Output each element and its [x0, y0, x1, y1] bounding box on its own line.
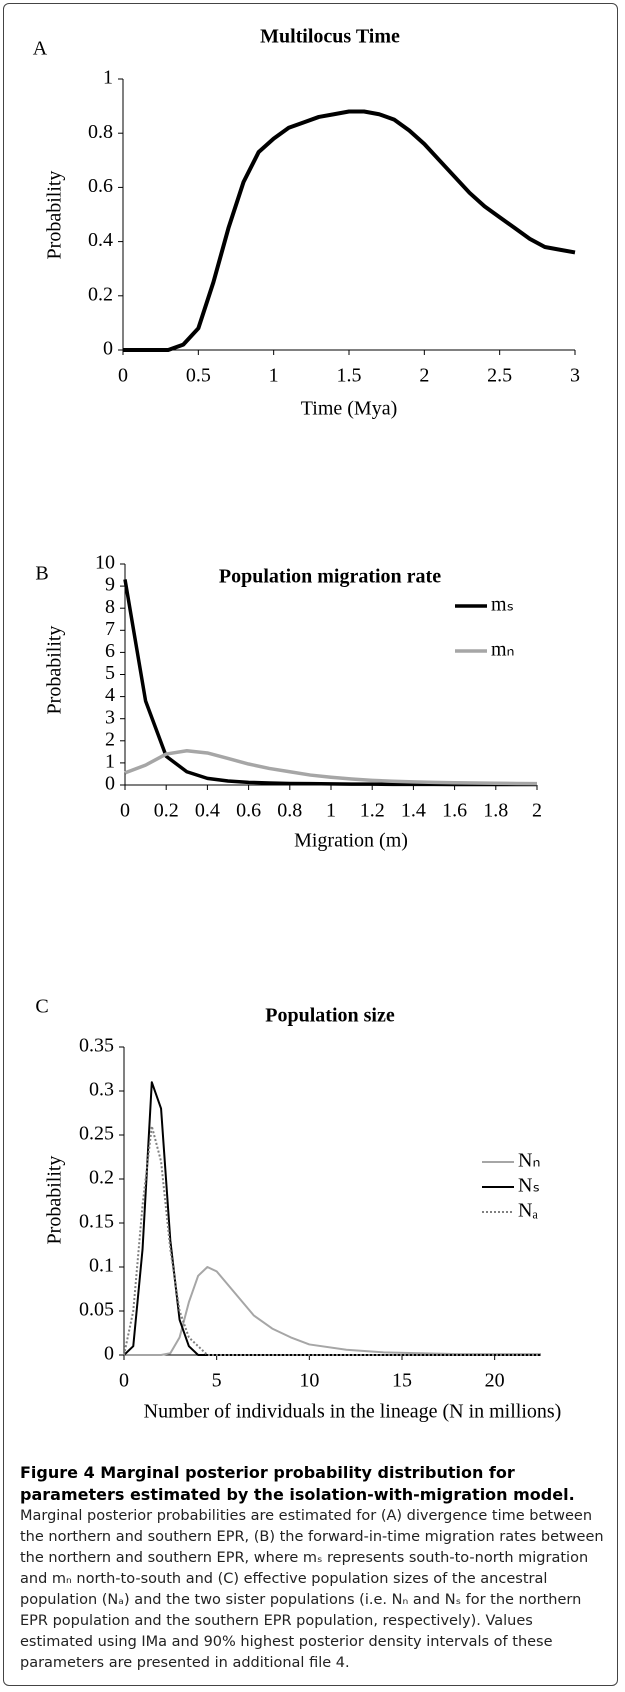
figure-frame — [3, 3, 618, 1686]
x-tick-label: 1.5 — [337, 365, 362, 387]
y-tick-label: 0.35 — [79, 1035, 114, 1057]
y-tick-label: 10 — [95, 552, 115, 574]
y-tick-label: 0.6 — [88, 175, 113, 197]
x-axis-label: Number of individuals in the lineage (N … — [144, 1401, 562, 1423]
x-tick-label: 3 — [570, 365, 580, 387]
y-tick-label: 8 — [105, 596, 115, 618]
series-line — [124, 1266, 541, 1356]
x-axis-label: Time (Mya) — [301, 398, 397, 420]
legend-label: Nₙ — [518, 1150, 540, 1172]
y-tick-label: 0.4 — [88, 229, 113, 251]
y-tick-label: 0.15 — [79, 1211, 114, 1233]
series-line — [123, 579, 537, 787]
series-line — [124, 748, 538, 786]
panel-label: C — [35, 996, 48, 1018]
y-tick-label: 2 — [105, 728, 115, 750]
y-tick-label: 1 — [105, 750, 115, 772]
panel-label: A — [33, 38, 48, 60]
y-tick-label: 3 — [105, 706, 115, 728]
x-tick-label: 10 — [299, 1370, 319, 1392]
caption: Figure 4 Marginal posterior probability … — [20, 1462, 610, 1674]
x-tick-label: 5 — [212, 1370, 222, 1392]
x-tick-label: 0.4 — [195, 800, 220, 822]
chart-title: Multilocus Time — [260, 26, 400, 48]
caption-title: Figure 4 Marginal posterior probability … — [20, 1463, 575, 1504]
x-tick-label: 20 — [485, 1370, 505, 1392]
y-tick-label: 0.2 — [88, 283, 113, 305]
x-tick-label: 0.2 — [154, 800, 179, 822]
x-tick-label: 0.8 — [277, 800, 302, 822]
caption-text: Marginal posterior probabilities are est… — [20, 1508, 604, 1671]
x-tick-label: 2 — [419, 365, 429, 387]
x-tick-label: 1.6 — [442, 800, 467, 822]
y-tick-label: 0.05 — [79, 1299, 114, 1321]
y-tick-label: 0.3 — [89, 1079, 114, 1101]
y-tick-label: 0.8 — [88, 121, 113, 143]
chart-title: Population migration rate — [219, 566, 441, 588]
legend-label: mₛ — [491, 594, 514, 616]
y-axis-label: Probability — [44, 1156, 66, 1245]
chart-title: Population size — [265, 1005, 395, 1027]
legend-label: mₙ — [491, 639, 515, 661]
x-tick-label: 2.5 — [487, 365, 512, 387]
series-line — [123, 1125, 541, 1356]
y-tick-label: 1 — [103, 67, 113, 89]
x-tick-label: 1 — [326, 800, 336, 822]
x-tick-label: 1.8 — [483, 800, 508, 822]
y-tick-label: 0.1 — [89, 1255, 114, 1277]
y-tick-label: 0 — [103, 338, 113, 360]
x-tick-label: 1.4 — [401, 800, 426, 822]
y-tick-label: 4 — [105, 684, 115, 706]
y-axis-label: Probability — [44, 626, 66, 715]
legend-label: Nₛ — [518, 1175, 540, 1197]
x-tick-label: 0.6 — [236, 800, 261, 822]
x-axis-label: Migration (m) — [294, 830, 408, 852]
y-tick-label: 9 — [105, 574, 115, 596]
y-tick-label: 0 — [105, 773, 115, 795]
y-tick-label: 6 — [105, 640, 115, 662]
x-tick-label: 0.5 — [186, 365, 211, 387]
x-tick-label: 1 — [269, 365, 279, 387]
x-tick-label: 0 — [120, 800, 130, 822]
legend-label: Nₐ — [518, 1200, 538, 1222]
x-tick-label: 2 — [532, 800, 542, 822]
x-tick-label: 0 — [118, 365, 128, 387]
y-tick-label: 7 — [105, 618, 115, 640]
y-tick-label: 0 — [104, 1343, 114, 1365]
y-tick-label: 0.25 — [79, 1123, 114, 1145]
y-axis-label: Probability — [44, 171, 66, 260]
x-tick-label: 15 — [392, 1370, 412, 1392]
x-tick-label: 0 — [119, 1370, 129, 1392]
y-tick-label: 5 — [105, 662, 115, 684]
panel-label: B — [35, 563, 48, 585]
x-tick-label: 1.2 — [360, 800, 385, 822]
y-tick-label: 0.2 — [89, 1167, 114, 1189]
series-line — [123, 109, 576, 352]
